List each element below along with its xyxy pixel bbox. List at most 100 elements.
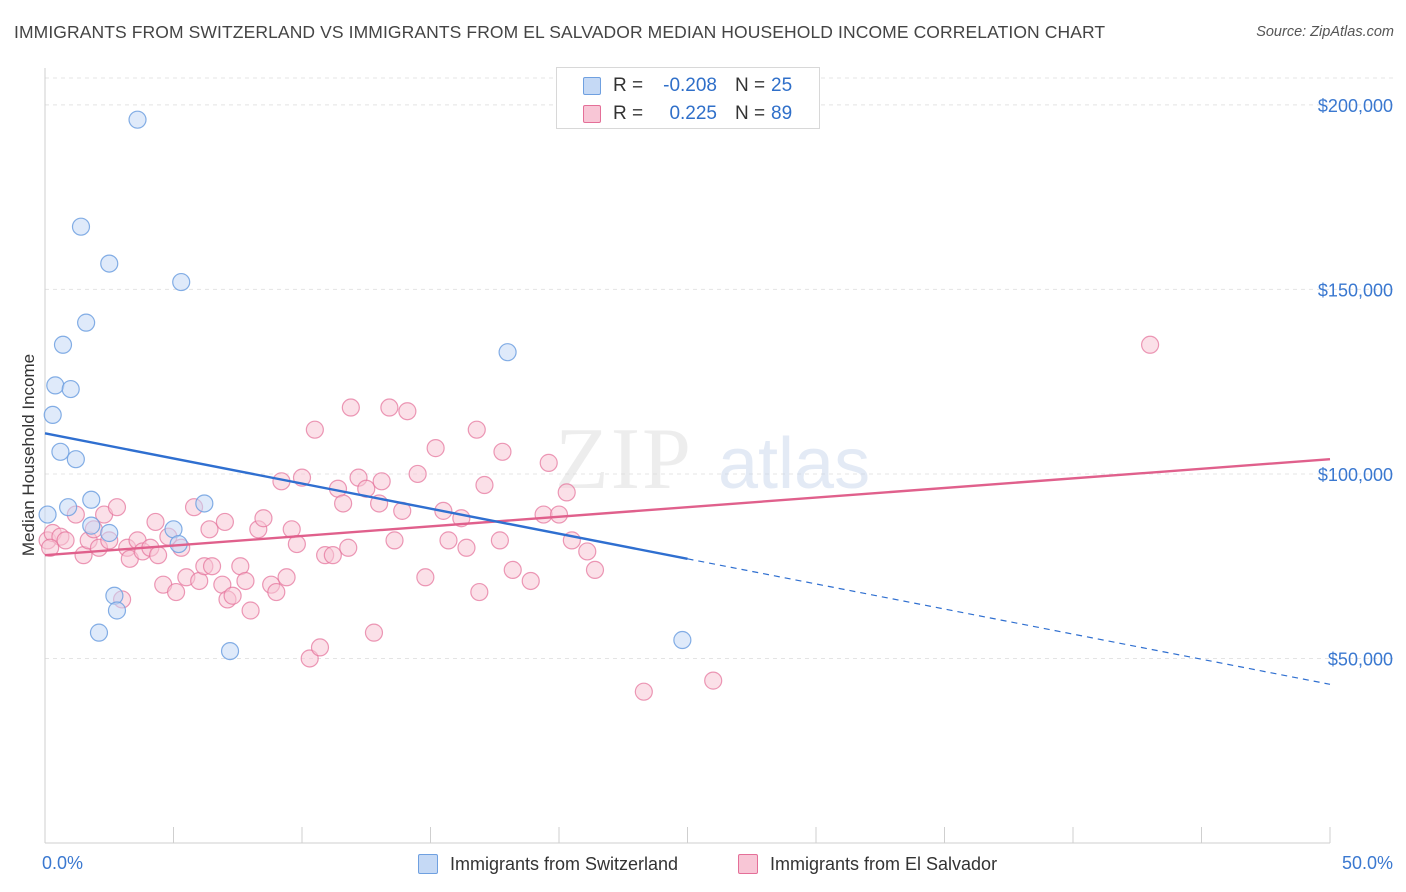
el-salvador-points (38, 335, 1160, 701)
el-salvador-point (439, 531, 458, 550)
el-salvador-point (341, 398, 360, 417)
switzerland-point (53, 335, 73, 354)
switzerland-point (100, 254, 119, 273)
x-tick-label: 50.0% (1342, 853, 1393, 873)
switzerland-point (89, 623, 109, 642)
switzerland-point (51, 442, 70, 461)
el-salvador-point (267, 582, 286, 602)
trend-lines (44, 432, 1331, 685)
el-salvador-point (503, 560, 522, 580)
el-salvador-trend-line (44, 457, 1331, 557)
el-salvador-point (398, 402, 417, 421)
watermark: ZIP atlas (555, 411, 870, 508)
el-salvador-point (578, 542, 597, 561)
legend-n-value: 25 (771, 75, 793, 96)
el-salvador-point (310, 638, 330, 657)
switzerland-trend-extension (687, 558, 1331, 685)
switzerland-point (71, 217, 91, 236)
el-salvador-point (107, 498, 127, 517)
el-salvador-point (305, 420, 324, 439)
chart-title: IMMIGRANTS FROM SWITZERLAND VS IMMIGRANT… (14, 22, 1106, 42)
y-axis-label: Median Household Income (19, 354, 38, 556)
el-salvador-point (521, 571, 540, 591)
legend-r-value: 0.225 (669, 103, 717, 124)
switzerland-point (172, 272, 191, 292)
el-salvador-point (148, 546, 168, 565)
el-salvador-point (493, 442, 512, 461)
watermark-zip: ZIP (555, 411, 693, 508)
legend-swatch-switzerland (418, 854, 438, 874)
el-salvador-point (704, 671, 723, 690)
el-salvador-point (146, 512, 165, 532)
switzerland-point (100, 523, 119, 543)
legend-row-el-salvador: R = 0.225 N = 89 (557, 100, 819, 128)
el-salvador-point (470, 582, 489, 602)
el-salvador-point (408, 464, 427, 484)
el-salvador-point (467, 420, 486, 439)
el-salvador-point (277, 568, 296, 587)
switzerland-point (43, 405, 62, 425)
el-salvador-point (223, 586, 242, 605)
el-salvador-point (549, 505, 569, 524)
el-salvador-point (200, 520, 219, 539)
el-salvador-point (334, 494, 353, 513)
el-salvador-point (56, 531, 75, 550)
el-salvador-point (490, 531, 509, 550)
axes (44, 68, 1331, 844)
switzerland-point (107, 601, 127, 620)
el-salvador-point (416, 568, 435, 587)
switzerland-point (673, 630, 692, 650)
el-salvador-point (457, 538, 476, 557)
el-salvador-point (385, 531, 404, 550)
switzerland-point (77, 313, 96, 332)
tick-labels: $50,000 $100,000 $150,000 $200,000 0.0% 50.0% (42, 96, 1393, 873)
legend-label: Immigrants from Switzerland (450, 854, 679, 874)
x-tick-label: 0.0% (42, 853, 83, 873)
switzerland-point (59, 498, 78, 517)
legend-r-label: R = (613, 103, 644, 124)
el-salvador-point (372, 472, 391, 491)
switzerland-point (220, 641, 240, 661)
el-salvador-point (254, 509, 273, 528)
legend-swatch-el-salvador (738, 854, 758, 874)
correlation-legend: R = -0.208 N = 25 R = 0.225 N = 89 (556, 67, 820, 129)
switzerland-point (46, 376, 65, 395)
legend-r-label: R = (613, 75, 644, 96)
legend-n-label: N = (735, 75, 766, 96)
el-salvador-point (41, 538, 60, 557)
el-salvador-point (380, 398, 399, 417)
el-salvador-point (539, 453, 558, 472)
el-salvador-point (534, 505, 553, 524)
el-salvador-point (426, 439, 445, 458)
el-salvador-point (287, 534, 306, 554)
legend-swatch-el-salvador (583, 105, 601, 123)
switzerland-point (66, 450, 85, 469)
el-salvador-point (634, 682, 653, 701)
source-label: Source: ZipAtlas.com (1256, 24, 1394, 40)
el-salvador-point (236, 571, 255, 591)
y-tick-label: $50,000 (1328, 649, 1393, 669)
y-tick-label: $100,000 (1318, 465, 1393, 485)
el-salvador-point (475, 475, 494, 495)
el-salvador-point (1140, 335, 1160, 354)
el-salvador-point (215, 512, 234, 532)
switzerland-point (38, 505, 57, 524)
el-salvador-point (339, 538, 358, 557)
y-tick-label: $150,000 (1318, 280, 1393, 300)
watermark-atlas: atlas (718, 424, 870, 504)
legend-swatch-switzerland (583, 77, 601, 95)
legend-label: Immigrants from El Salvador (770, 854, 998, 874)
legend-r-value: -0.208 (663, 75, 717, 96)
switzerland-point (128, 110, 147, 129)
switzerland-trend-line (44, 432, 688, 561)
el-salvador-point (202, 557, 222, 576)
y-tick-label: $200,000 (1318, 96, 1393, 116)
el-salvador-point (323, 546, 342, 565)
el-salvador-point (585, 560, 605, 580)
switzerland-point (82, 516, 101, 535)
switzerland-point (195, 494, 214, 513)
el-salvador-point (557, 483, 576, 502)
el-salvador-point (364, 623, 384, 642)
el-salvador-point (300, 649, 319, 668)
